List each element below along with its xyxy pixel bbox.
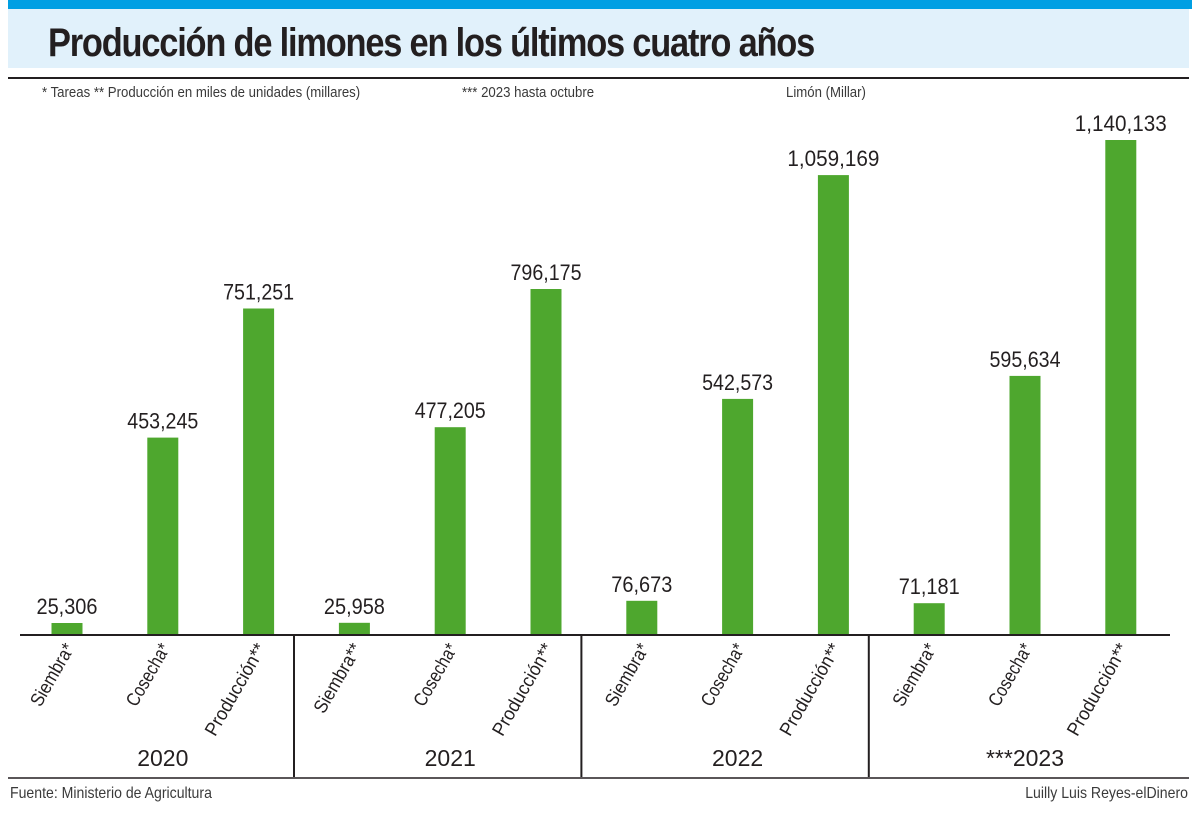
group-label: 2020 (137, 745, 188, 771)
category-label: Producción** (489, 640, 559, 740)
category-label: Cosecha* (122, 640, 175, 711)
category-label: Siembra* (889, 640, 942, 711)
bar-2021-producción (530, 289, 562, 634)
chart-title: Producción de limones en los últimos cua… (48, 21, 815, 65)
category-label: Producción** (1063, 640, 1133, 740)
bar-2023-cosecha (1009, 375, 1041, 634)
data-label: 453,245 (127, 409, 198, 434)
bar-2023-producción (1105, 140, 1137, 634)
bar-2020-siembra (51, 623, 83, 634)
data-label: 76,673 (611, 572, 672, 597)
bar-2023-siembra (913, 603, 945, 634)
bar-2022-producción (817, 175, 849, 634)
group-label: ***2023 (986, 745, 1064, 771)
data-label: 71,181 (899, 574, 960, 599)
data-label: 542,573 (702, 370, 773, 395)
group-label: 2021 (425, 745, 476, 771)
category-label: Cosecha* (697, 640, 750, 711)
category-label: Cosecha* (985, 640, 1038, 711)
data-label: 1,059,169 (787, 146, 879, 171)
data-label: 751,251 (223, 280, 294, 305)
data-label: 25,306 (37, 594, 98, 619)
title-banner: Producción de limones en los últimos cua… (8, 9, 1189, 68)
category-label: Siembra* (601, 640, 654, 711)
bar-2020-producción (243, 308, 275, 634)
data-label: 25,958 (324, 594, 385, 619)
header-divider (8, 77, 1189, 79)
credit-text: Luilly Luis Reyes-elDinero (1025, 785, 1188, 802)
note-2023: *** 2023 hasta octubre (462, 84, 595, 101)
category-label: Producción** (201, 640, 271, 740)
bar-2022-cosecha (722, 398, 754, 634)
source-text: Fuente: Ministerio de Agricultura (10, 785, 212, 802)
bar-2021-siembra (338, 622, 370, 634)
note-units: * Tareas ** Producción en miles de unida… (42, 84, 361, 101)
category-label: Siembra** (310, 640, 367, 718)
category-label: Cosecha* (410, 640, 463, 711)
bar-2022-siembra (626, 600, 658, 634)
category-label: Producción** (776, 640, 846, 740)
note-product: Limón (Millar) (786, 84, 866, 101)
data-label: 1,140,133 (1075, 111, 1167, 136)
group-label: 2022 (712, 745, 763, 771)
data-label: 595,634 (990, 347, 1061, 372)
category-label: Siembra* (27, 640, 80, 711)
bar-2020-cosecha (147, 437, 179, 634)
top-accent-bar (8, 0, 1192, 9)
data-label: 477,205 (415, 398, 486, 423)
data-label: 796,175 (511, 260, 582, 285)
bar-2021-cosecha (434, 427, 466, 634)
